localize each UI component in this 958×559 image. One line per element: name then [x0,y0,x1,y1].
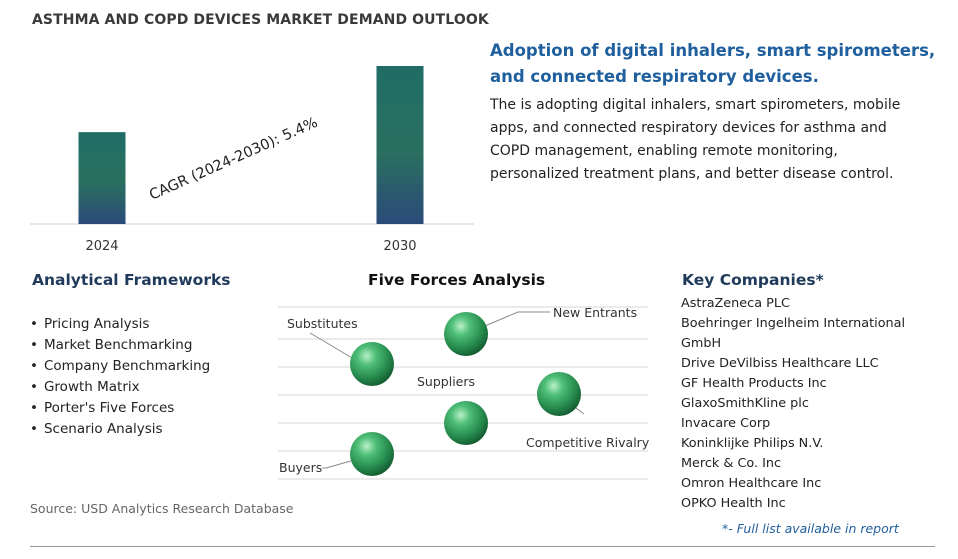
companies-list: AstraZeneca PLC Boehringer Ingelheim Int… [681,294,926,514]
source-note: Source: USD Analytics Research Database [30,501,294,516]
five-forces-title: Five Forces Analysis [368,271,546,289]
company-item: GlaxoSmithKline plc [681,396,809,411]
frameworks-title: Analytical Frameworks [32,271,231,289]
sphere-substitutes [350,342,394,386]
frameworks-list: Pricing Analysis Market Benchmarking Com… [30,314,210,440]
label-buyers: Buyers [279,460,323,475]
company-item: AstraZeneca PLC [681,296,790,311]
sphere-new-entrants [444,312,488,356]
bars-group [78,66,424,224]
x-tick-label: 2024 [85,239,118,254]
bar-chart: 2024 2030 CAGR (2024-2030): 5.4% [30,66,474,254]
label-substitutes: Substitutes [287,316,358,331]
framework-item: Pricing Analysis [30,314,210,335]
framework-item: Scenario Analysis [30,419,210,440]
companies-title: Key Companies* [682,271,824,289]
company-item: Invacare Corp [681,416,771,431]
company-item: Koninklijke Philips N.V. [681,436,824,451]
company-item: GF Health Products Inc [681,376,827,391]
company-item: Merck & Co. Inc [681,456,782,471]
sphere-buyers [350,432,394,476]
cagr-annotation: CAGR (2024-2030): 5.4% [147,115,320,204]
insight-description: The is adopting digital inhalers, smart … [490,97,901,182]
framework-item: Company Benchmarking [30,356,210,377]
insight-headline: Adoption of digital inhalers, smart spir… [490,41,936,86]
bar-2024 [78,132,126,224]
framework-item: Market Benchmarking [30,335,210,356]
framework-item: Porter's Five Forces [30,398,210,419]
label-competitive-rivalry: Competitive Rivalry [526,435,650,450]
x-tick-label: 2030 [383,239,416,254]
label-suppliers: Suppliers [417,374,476,389]
company-item: Drive DeVilbiss Healthcare LLC [681,356,879,371]
five-forces-gridlines [278,306,648,480]
bottom-divider [30,546,935,547]
company-item: Omron Healthcare Inc [681,476,822,491]
bar-2030 [376,66,424,224]
sphere-suppliers [444,401,488,445]
x-tick-labels: 2024 2030 [85,239,416,254]
company-item: Boehringer Ingelheim International GmbH [681,316,906,351]
page-title: ASTHMA AND COPD DEVICES MARKET DEMAND OU… [32,12,489,28]
label-new-entrants: New Entrants [553,305,638,320]
framework-item: Growth Matrix [30,377,210,398]
companies-footnote: *- Full list available in report [722,521,899,536]
company-item: OPKO Health Inc [681,496,786,511]
sphere-competitive-rivalry [537,372,581,416]
